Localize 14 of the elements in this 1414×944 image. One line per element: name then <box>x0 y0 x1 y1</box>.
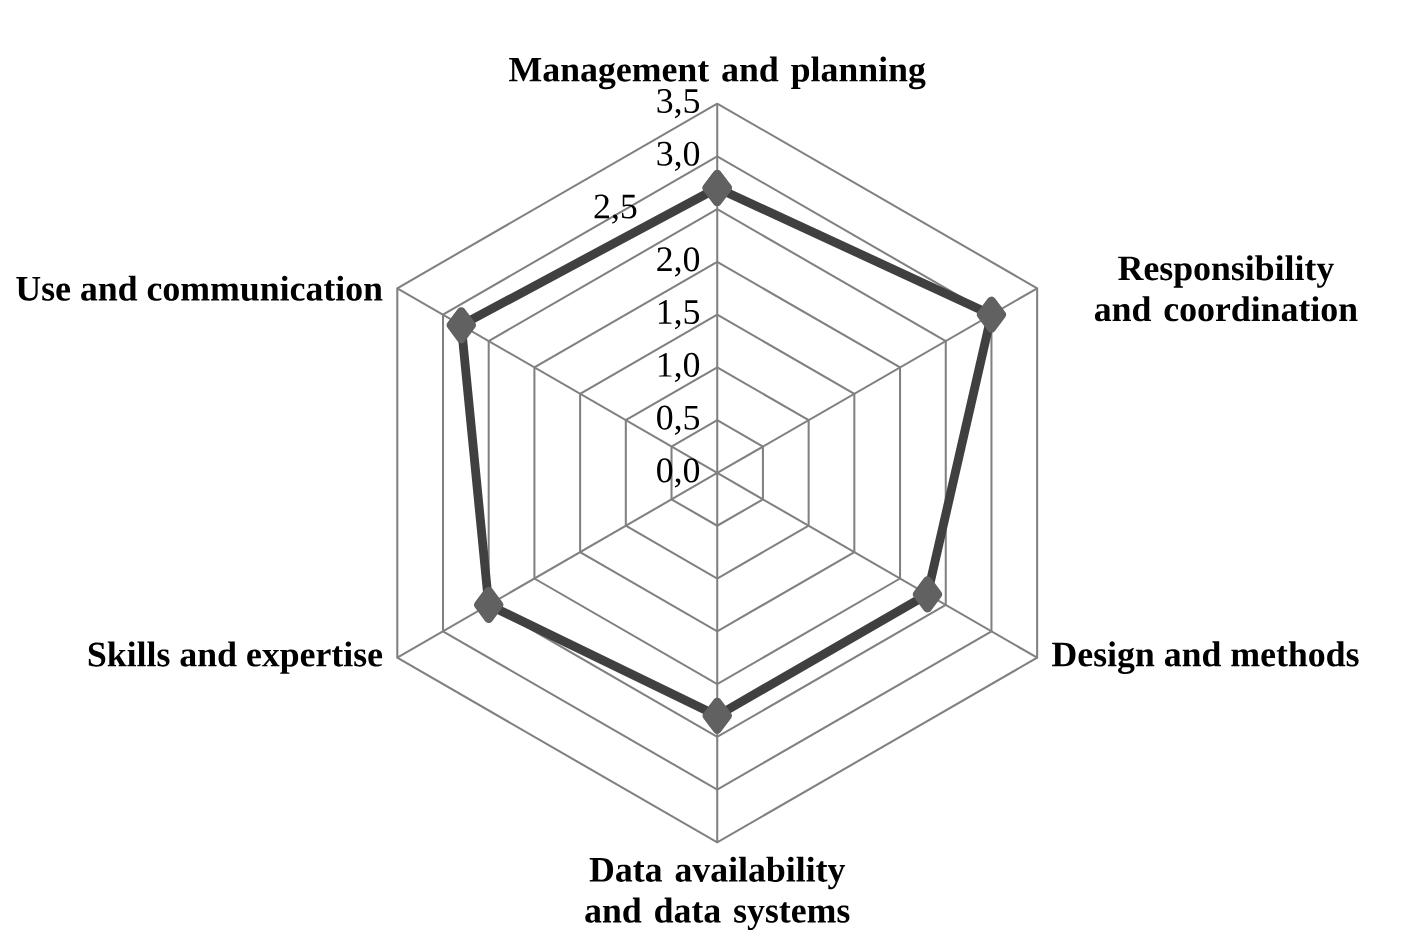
spoke-label: Skills and expertise <box>88 641 383 674</box>
y-tick-label: 2,0 <box>657 247 700 277</box>
spoke-label: Responsibility and coordination <box>1094 255 1358 322</box>
y-tick-label: 1,5 <box>658 300 700 330</box>
y-tick-label: 1,0 <box>658 352 700 383</box>
spoke-label: Data availability and data systems <box>585 856 850 931</box>
spoke-label: Design and methods <box>1052 641 1359 675</box>
y-tick-label: 3,5 <box>657 89 700 119</box>
spoke-label: Use and communication <box>16 275 383 301</box>
y-tick-label: 3,0 <box>657 141 700 172</box>
spoke-label: Management and planning <box>509 56 926 90</box>
y-tick-label: 2,5 <box>594 194 637 224</box>
y-tick-label: 0,0 <box>657 458 700 488</box>
y-tick-label: 0,5 <box>657 405 700 435</box>
